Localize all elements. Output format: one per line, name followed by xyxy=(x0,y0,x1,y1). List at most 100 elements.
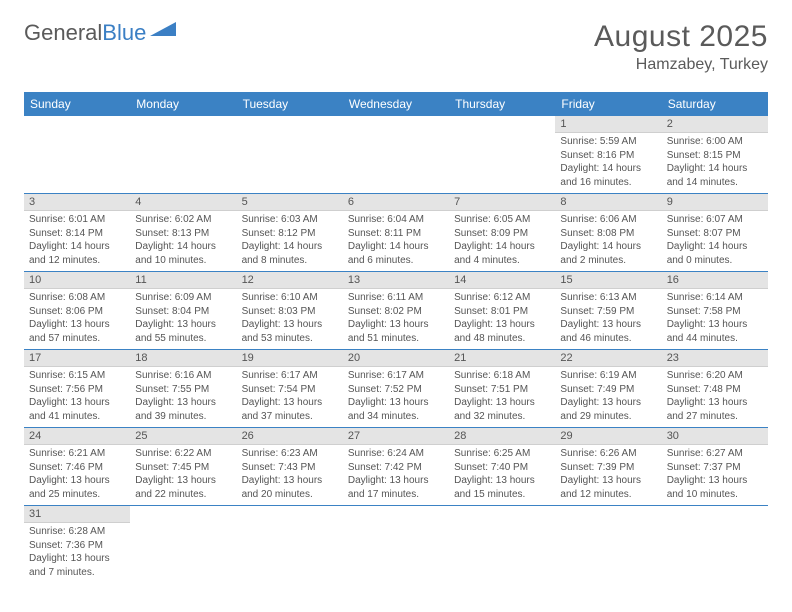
sunrise-text: Sunrise: 6:00 AM xyxy=(667,135,763,149)
flag-icon xyxy=(150,22,176,45)
day-number: 1 xyxy=(555,116,661,133)
day-number: 29 xyxy=(555,428,661,445)
day-number: 3 xyxy=(24,194,130,211)
daylight-text: Daylight: 13 hours and 39 minutes. xyxy=(135,396,231,423)
daylight-text: Daylight: 13 hours and 29 minutes. xyxy=(560,396,656,423)
daylight-text: Daylight: 14 hours and 8 minutes. xyxy=(242,240,338,267)
calendar-week: 17Sunrise: 6:15 AMSunset: 7:56 PMDayligh… xyxy=(24,350,768,428)
day-details: Sunrise: 6:07 AMSunset: 8:07 PMDaylight:… xyxy=(662,211,768,271)
calendar-cell xyxy=(130,506,236,584)
sunrise-text: Sunrise: 6:10 AM xyxy=(242,291,338,305)
calendar-cell: 12Sunrise: 6:10 AMSunset: 8:03 PMDayligh… xyxy=(237,272,343,350)
weekday-header: Thursday xyxy=(449,92,555,116)
daylight-text: Daylight: 13 hours and 15 minutes. xyxy=(454,474,550,501)
daylight-text: Daylight: 13 hours and 57 minutes. xyxy=(29,318,125,345)
day-number: 7 xyxy=(449,194,555,211)
daylight-text: Daylight: 13 hours and 12 minutes. xyxy=(560,474,656,501)
calendar-cell: 19Sunrise: 6:17 AMSunset: 7:54 PMDayligh… xyxy=(237,350,343,428)
day-number: 31 xyxy=(24,506,130,523)
sunset-text: Sunset: 7:55 PM xyxy=(135,383,231,397)
daylight-text: Daylight: 13 hours and 51 minutes. xyxy=(348,318,444,345)
sunset-text: Sunset: 8:11 PM xyxy=(348,227,444,241)
daylight-text: Daylight: 13 hours and 22 minutes. xyxy=(135,474,231,501)
sunrise-text: Sunrise: 6:25 AM xyxy=(454,447,550,461)
sunset-text: Sunset: 7:52 PM xyxy=(348,383,444,397)
logo-text-1: General xyxy=(24,20,102,45)
day-details: Sunrise: 6:28 AMSunset: 7:36 PMDaylight:… xyxy=(24,523,130,583)
day-number: 4 xyxy=(130,194,236,211)
day-details: Sunrise: 6:17 AMSunset: 7:52 PMDaylight:… xyxy=(343,367,449,427)
calendar-cell: 17Sunrise: 6:15 AMSunset: 7:56 PMDayligh… xyxy=(24,350,130,428)
day-details: Sunrise: 6:24 AMSunset: 7:42 PMDaylight:… xyxy=(343,445,449,505)
day-number: 22 xyxy=(555,350,661,367)
sunrise-text: Sunrise: 6:20 AM xyxy=(667,369,763,383)
daylight-text: Daylight: 13 hours and 32 minutes. xyxy=(454,396,550,423)
weekday-header: Sunday xyxy=(24,92,130,116)
daylight-text: Daylight: 14 hours and 16 minutes. xyxy=(560,162,656,189)
day-details: Sunrise: 6:14 AMSunset: 7:58 PMDaylight:… xyxy=(662,289,768,349)
sunrise-text: Sunrise: 6:24 AM xyxy=(348,447,444,461)
calendar-cell: 29 Sunrise: 6:26 AMSunset: 7:39 PMDayligh… xyxy=(555,428,661,506)
daylight-text: Daylight: 13 hours and 53 minutes. xyxy=(242,318,338,345)
day-number: 10 xyxy=(24,272,130,289)
day-details: Sunrise: 6:08 AMSunset: 8:06 PMDaylight:… xyxy=(24,289,130,349)
daylight-text: Daylight: 13 hours and 46 minutes. xyxy=(560,318,656,345)
sunrise-text: Sunrise: 6:17 AM xyxy=(348,369,444,383)
day-number: 15 xyxy=(555,272,661,289)
calendar-cell: 23Sunrise: 6:20 AMSunset: 7:48 PMDayligh… xyxy=(662,350,768,428)
calendar-cell xyxy=(449,116,555,194)
sunrise-text: Sunrise: 6:22 AM xyxy=(135,447,231,461)
daylight-text: Daylight: 13 hours and 55 minutes. xyxy=(135,318,231,345)
day-details: Sunrise: 6:11 AMSunset: 8:02 PMDaylight:… xyxy=(343,289,449,349)
calendar-cell xyxy=(237,506,343,584)
daylight-text: Daylight: 13 hours and 48 minutes. xyxy=(454,318,550,345)
sunrise-text: Sunrise: 6:23 AM xyxy=(242,447,338,461)
sunrise-text: Sunrise: 6:11 AM xyxy=(348,291,444,305)
calendar-cell: 28Sunrise: 6:25 AMSunset: 7:40 PMDayligh… xyxy=(449,428,555,506)
title-block: August 2025 Hamzabey, Turkey xyxy=(594,20,768,74)
sunrise-text: Sunrise: 6:03 AM xyxy=(242,213,338,227)
sunrise-text: Sunrise: 6:16 AM xyxy=(135,369,231,383)
calendar-cell xyxy=(24,116,130,194)
calendar-header-row: SundayMondayTuesdayWednesdayThursdayFrid… xyxy=(24,92,768,116)
location: Hamzabey, Turkey xyxy=(594,56,768,74)
sunset-text: Sunset: 7:39 PM xyxy=(560,461,656,475)
sunrise-text: Sunrise: 6:02 AM xyxy=(135,213,231,227)
sunset-text: Sunset: 7:54 PM xyxy=(242,383,338,397)
calendar-week: 1Sunrise: 5:59 AMSunset: 8:16 PMDaylight… xyxy=(24,116,768,194)
logo: GeneralBlue xyxy=(24,20,176,46)
sunset-text: Sunset: 8:03 PM xyxy=(242,305,338,319)
day-details: Sunrise: 6:21 AMSunset: 7:46 PMDaylight:… xyxy=(24,445,130,505)
sunset-text: Sunset: 8:07 PM xyxy=(667,227,763,241)
header: GeneralBlue August 2025 Hamzabey, Turkey xyxy=(24,20,768,74)
sunrise-text: Sunrise: 6:26 AM xyxy=(560,447,656,461)
daylight-text: Daylight: 14 hours and 4 minutes. xyxy=(454,240,550,267)
day-number: 30 xyxy=(662,428,768,445)
sunrise-text: Sunrise: 6:14 AM xyxy=(667,291,763,305)
calendar-cell: 7Sunrise: 6:05 AMSunset: 8:09 PMDaylight… xyxy=(449,194,555,272)
day-details: Sunrise: 6:02 AMSunset: 8:13 PMDaylight:… xyxy=(130,211,236,271)
daylight-text: Daylight: 13 hours and 41 minutes. xyxy=(29,396,125,423)
sunrise-text: Sunrise: 6:09 AM xyxy=(135,291,231,305)
calendar-cell: 20Sunrise: 6:17 AMSunset: 7:52 PMDayligh… xyxy=(343,350,449,428)
day-number: 6 xyxy=(343,194,449,211)
day-details: Sunrise: 6:18 AMSunset: 7:51 PMDaylight:… xyxy=(449,367,555,427)
sunset-text: Sunset: 8:04 PM xyxy=(135,305,231,319)
day-number: 27 xyxy=(343,428,449,445)
day-number: 23 xyxy=(662,350,768,367)
calendar-cell: 18Sunrise: 6:16 AMSunset: 7:55 PMDayligh… xyxy=(130,350,236,428)
daylight-text: Daylight: 13 hours and 20 minutes. xyxy=(242,474,338,501)
daylight-text: Daylight: 13 hours and 10 minutes. xyxy=(667,474,763,501)
day-details: Sunrise: 5:59 AMSunset: 8:16 PMDaylight:… xyxy=(555,133,661,193)
sunrise-text: Sunrise: 6:05 AM xyxy=(454,213,550,227)
weekday-header: Tuesday xyxy=(237,92,343,116)
daylight-text: Daylight: 13 hours and 7 minutes. xyxy=(29,552,125,579)
calendar-cell: 5Sunrise: 6:03 AMSunset: 8:12 PMDaylight… xyxy=(237,194,343,272)
daylight-text: Daylight: 14 hours and 2 minutes. xyxy=(560,240,656,267)
calendar-cell: 16Sunrise: 6:14 AMSunset: 7:58 PMDayligh… xyxy=(662,272,768,350)
sunset-text: Sunset: 7:43 PM xyxy=(242,461,338,475)
calendar-cell: 22Sunrise: 6:19 AMSunset: 7:49 PMDayligh… xyxy=(555,350,661,428)
weekday-header: Friday xyxy=(555,92,661,116)
day-details: Sunrise: 6:23 AMSunset: 7:43 PMDaylight:… xyxy=(237,445,343,505)
month-title: August 2025 xyxy=(594,20,768,54)
